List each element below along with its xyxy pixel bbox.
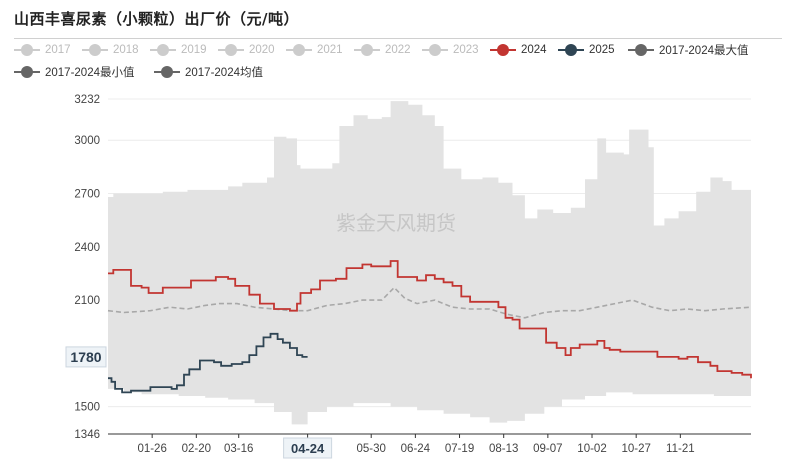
x-tick-label: 10-27 — [621, 443, 650, 455]
legend-marker-icon — [558, 42, 584, 58]
x-tick-label: 06-24 — [401, 443, 431, 455]
legend-item-2017[interactable]: 2017 — [14, 42, 71, 58]
x-tick-label: 05-30 — [356, 443, 385, 455]
legend-marker-icon — [490, 42, 516, 58]
x-tick-label: 11-21 — [666, 443, 695, 455]
legend-item-2020[interactable]: 2020 — [218, 42, 275, 58]
legend-label: 2018 — [113, 44, 139, 56]
legend-marker-icon — [154, 64, 180, 80]
legend-item-avg[interactable]: 2017-2024均值 — [154, 64, 263, 80]
legend-item-2019[interactable]: 2019 — [150, 42, 207, 58]
legend-marker-icon — [14, 42, 40, 58]
legend-label: 2022 — [385, 44, 411, 56]
y-axis-ticks: 1346 1500 2100 2400 2700 3000 3232 — [74, 94, 100, 441]
legend-item-min[interactable]: 2017-2024最小值 — [14, 64, 135, 80]
y-tick-label: 3000 — [74, 135, 100, 147]
x-tick-label: 09-07 — [533, 443, 562, 455]
series-line-2025[interactable] — [108, 332, 308, 394]
legend-label: 2017-2024均值 — [185, 67, 263, 79]
legend-marker-icon — [218, 42, 244, 58]
legend-label: 2017 — [45, 44, 71, 56]
legend-marker-icon — [150, 42, 176, 58]
max-min-band — [108, 101, 751, 425]
legend-label: 2019 — [181, 44, 207, 56]
x-tick-label: 03-16 — [224, 443, 253, 455]
y-pointer-label: 1780 — [70, 349, 101, 365]
series-line-2024[interactable] — [108, 260, 752, 379]
y-tick-label: 2700 — [74, 188, 100, 200]
y-tick-label: 1500 — [74, 402, 100, 414]
x-tick-label: 10-02 — [577, 443, 606, 455]
watermark-text: 紫金天风期货 — [336, 211, 456, 235]
legend-marker-icon — [628, 42, 654, 58]
legend-label: 2017-2024最大值 — [659, 45, 749, 57]
y-tick-label: 1346 — [74, 429, 100, 441]
legend-marker-icon — [82, 42, 108, 58]
legend-label: 2024 — [521, 44, 547, 56]
legend-marker-icon — [286, 42, 312, 58]
x-tick-label: 08-13 — [489, 443, 518, 455]
x-tick-label: 07-19 — [445, 443, 474, 455]
legend-label: 2020 — [249, 44, 275, 56]
x-pointer-label: 04-24 — [291, 441, 325, 456]
legend-marker-icon — [14, 64, 40, 80]
x-axis-ticks: 01-26 02-20 03-16 05-30 06-24 07-19 08-13 09-07… — [137, 434, 695, 455]
legend-marker-icon — [354, 42, 380, 58]
x-tick-label: 02-20 — [182, 443, 211, 455]
legend-item-2024[interactable]: 2024 — [490, 42, 547, 58]
y-tick-label: 2400 — [74, 242, 100, 254]
x-pointer-tag — [283, 437, 333, 459]
series-line-avg — [107, 286, 752, 319]
legend-item-2021[interactable]: 2021 — [286, 42, 343, 58]
y-pointer-tag — [65, 346, 107, 368]
legend-label: 2023 — [453, 44, 479, 56]
y-tick-label: 3232 — [74, 94, 100, 106]
legend-item-2022[interactable]: 2022 — [354, 42, 411, 58]
legend-item-2025[interactable]: 2025 — [558, 42, 615, 58]
legend-label: 2017-2024最小值 — [45, 67, 135, 79]
y-tick-label: 2100 — [74, 295, 100, 307]
x-tick-label: 01-26 — [137, 443, 166, 455]
legend-item-max[interactable]: 2017-2024最大值 — [628, 42, 749, 58]
axis-pointer: 1780 04-24 — [65, 346, 333, 459]
chart-title: 山西丰喜尿素（小颗粒）出厂价（元/吨） — [14, 10, 299, 28]
legend-item-2018[interactable]: 2018 — [82, 42, 139, 58]
legend-item-2023[interactable]: 2023 — [422, 42, 479, 58]
legend-label: 2025 — [589, 44, 615, 56]
legend-marker-icon — [422, 42, 448, 58]
legend-label: 2021 — [317, 44, 343, 56]
title-divider — [14, 38, 782, 39]
